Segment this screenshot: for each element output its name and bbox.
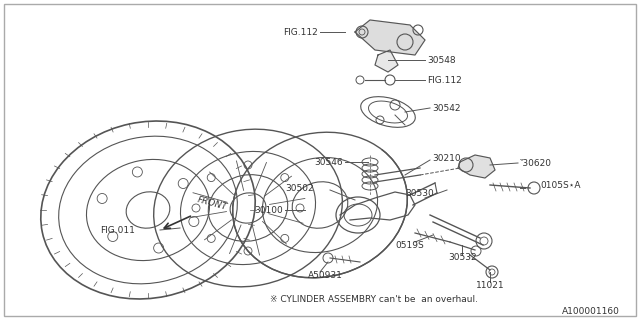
Text: 30548: 30548: [427, 55, 456, 65]
Text: 30100: 30100: [254, 205, 283, 214]
Text: ※ CYLINDER ASSEMBRY can't be  an overhaul.: ※ CYLINDER ASSEMBRY can't be an overhaul…: [270, 295, 478, 305]
Text: A100001160: A100001160: [562, 308, 620, 316]
Text: 30502: 30502: [285, 183, 314, 193]
Polygon shape: [355, 20, 425, 55]
Text: 0519S: 0519S: [395, 241, 424, 250]
Text: FIG.011: FIG.011: [100, 226, 135, 235]
Text: 30530: 30530: [405, 188, 434, 197]
Polygon shape: [375, 50, 398, 72]
Text: A50931: A50931: [308, 270, 343, 279]
Text: FIG.112: FIG.112: [427, 76, 461, 84]
Text: ‶30620: ‶30620: [520, 158, 552, 167]
Text: 30542: 30542: [432, 103, 461, 113]
Text: 11021: 11021: [476, 281, 504, 290]
Text: FRONT: FRONT: [196, 195, 228, 212]
Text: 30210: 30210: [432, 154, 461, 163]
Text: FIG.112: FIG.112: [284, 28, 318, 36]
Text: 0105S⋆A: 0105S⋆A: [540, 180, 580, 189]
Text: 30532: 30532: [448, 253, 477, 262]
Polygon shape: [458, 155, 495, 178]
Text: 30546: 30546: [314, 157, 343, 166]
